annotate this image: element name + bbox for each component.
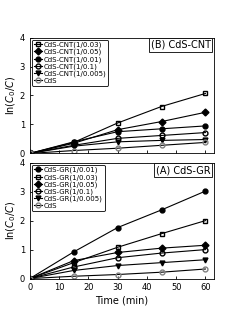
CdS-CNT(1/0.005)	[204, 138, 207, 141]
CdS-GR(1/0.1)	[116, 256, 119, 259]
CdS-CNT(1/0.005)	[72, 144, 75, 148]
CdS-GR(1/0.005)	[72, 269, 75, 272]
CdS	[160, 270, 163, 274]
CdS-CNT(1/0.1)	[160, 134, 163, 137]
CdS-GR(1/0.1)	[160, 251, 163, 255]
CdS-GR(1/0.01)	[160, 208, 163, 212]
CdS-CNT(1/0.05)	[116, 128, 119, 131]
CdS-CNT(1/0.05)	[28, 151, 31, 155]
Line: CdS-CNT(1/0.05): CdS-CNT(1/0.05)	[27, 110, 208, 156]
CdS-CNT(1/0.1)	[204, 131, 207, 135]
CdS-CNT(1/0.03)	[116, 121, 119, 125]
CdS-CNT(1/0.1)	[72, 143, 75, 147]
Line: CdS-CNT(1/0.1): CdS-CNT(1/0.1)	[27, 130, 208, 156]
CdS-GR(1/0.03)	[72, 261, 75, 264]
CdS-CNT(1/0.03)	[28, 151, 31, 155]
CdS-GR(1/0.1)	[204, 248, 207, 251]
Line: CdS-GR(1/0.1): CdS-GR(1/0.1)	[27, 247, 208, 281]
CdS-CNT(1/0.01)	[160, 127, 163, 131]
CdS	[204, 267, 207, 271]
CdS-GR(1/0.01)	[72, 250, 75, 254]
CdS-GR(1/0.01)	[116, 226, 119, 229]
CdS-GR(1/0.05)	[28, 277, 31, 280]
Line: CdS-GR(1/0.005): CdS-GR(1/0.005)	[27, 257, 208, 281]
CdS-GR(1/0.005)	[160, 261, 163, 264]
CdS-GR(1/0.03)	[116, 245, 119, 249]
CdS-GR(1/0.03)	[160, 232, 163, 236]
CdS-CNT(1/0.03)	[72, 141, 75, 144]
CdS-GR(1/0.03)	[28, 277, 31, 280]
CdS-GR(1/0.005)	[204, 258, 207, 262]
Line: CdS-CNT(1/0.03): CdS-CNT(1/0.03)	[27, 91, 208, 156]
CdS	[28, 151, 31, 155]
Line: CdS-GR(1/0.01): CdS-GR(1/0.01)	[27, 189, 208, 281]
CdS-CNT(1/0.1)	[116, 136, 119, 140]
CdS-GR(1/0.05)	[204, 244, 207, 247]
CdS-CNT(1/0.05)	[204, 110, 207, 114]
CdS-GR(1/0.01)	[204, 189, 207, 193]
CdS	[160, 143, 163, 147]
CdS-GR(1/0.03)	[204, 219, 207, 223]
CdS-GR(1/0.005)	[116, 264, 119, 267]
CdS-CNT(1/0.03)	[160, 105, 163, 108]
CdS-CNT(1/0.05)	[72, 141, 75, 145]
CdS	[28, 277, 31, 280]
X-axis label: Time (min): Time (min)	[95, 295, 149, 305]
CdS	[72, 149, 75, 152]
Y-axis label: ln($C_0$/$C$): ln($C_0$/$C$)	[5, 76, 18, 115]
CdS-CNT(1/0.005)	[160, 139, 163, 142]
Line: CdS-GR(1/0.05): CdS-GR(1/0.05)	[27, 243, 208, 281]
Legend: CdS-CNT(1/0.03), CdS-CNT(1/0.05), CdS-CNT(1/0.01), CdS-CNT(1/0.1), CdS-CNT(1/0.0: CdS-CNT(1/0.03), CdS-CNT(1/0.05), CdS-CN…	[32, 40, 109, 86]
CdS-CNT(1/0.05)	[160, 120, 163, 123]
CdS-GR(1/0.1)	[72, 265, 75, 269]
Legend: CdS-GR(1/0.01), CdS-GR(1/0.03), CdS-GR(1/0.05), CdS-GR(1/0.1), CdS-GR(1/0.005), : CdS-GR(1/0.01), CdS-GR(1/0.03), CdS-GR(1…	[32, 165, 104, 211]
Line: CdS: CdS	[27, 267, 208, 281]
CdS-GR(1/0.005)	[28, 277, 31, 280]
CdS	[72, 275, 75, 278]
CdS-CNT(1/0.005)	[28, 151, 31, 155]
Line: CdS-GR(1/0.03): CdS-GR(1/0.03)	[27, 218, 208, 281]
CdS-CNT(1/0.005)	[116, 140, 119, 144]
Text: (B) CdS-CNT: (B) CdS-CNT	[150, 40, 211, 50]
CdS-GR(1/0.01)	[28, 277, 31, 280]
CdS-GR(1/0.05)	[116, 251, 119, 254]
Y-axis label: ln($C_0$/$C$): ln($C_0$/$C$)	[5, 201, 18, 240]
CdS-CNT(1/0.01)	[28, 151, 31, 155]
CdS-CNT(1/0.01)	[72, 140, 75, 144]
CdS	[204, 141, 207, 144]
CdS-CNT(1/0.03)	[204, 92, 207, 95]
CdS-CNT(1/0.01)	[204, 124, 207, 128]
CdS-GR(1/0.1)	[28, 277, 31, 280]
CdS-CNT(1/0.01)	[116, 130, 119, 134]
Text: (A) CdS-GR: (A) CdS-GR	[156, 165, 211, 175]
CdS-GR(1/0.05)	[160, 246, 163, 250]
CdS-GR(1/0.05)	[72, 259, 75, 263]
CdS-CNT(1/0.1)	[28, 151, 31, 155]
CdS	[116, 273, 119, 276]
Line: CdS: CdS	[27, 140, 208, 156]
Line: CdS-CNT(1/0.005): CdS-CNT(1/0.005)	[27, 137, 208, 156]
CdS	[116, 146, 119, 150]
Line: CdS-CNT(1/0.01): CdS-CNT(1/0.01)	[27, 124, 208, 156]
